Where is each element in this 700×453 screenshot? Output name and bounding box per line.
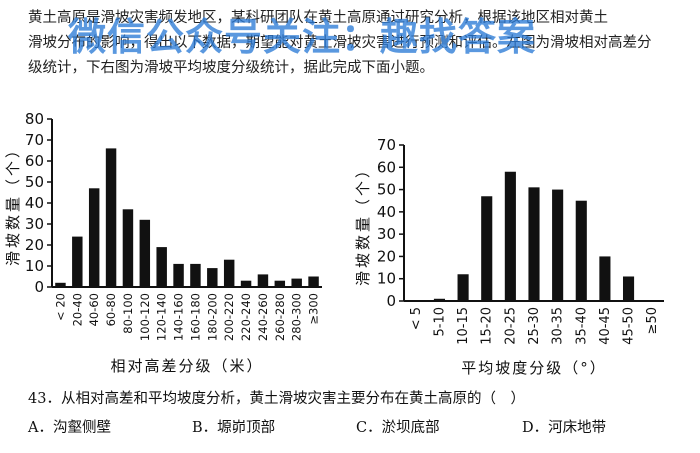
x-category-label: 40-60	[87, 293, 101, 326]
x-category-label: 35-40	[574, 307, 589, 345]
bar-1-1	[433, 298, 446, 301]
x-category-label: < 5	[409, 307, 424, 330]
watermark: 微信公众号关注：趣找答案	[68, 15, 537, 59]
intro-line-2: 滑坡分布的影响，得出以下数据，期望能对黄土滑坡灾害进行预测和评估。左图为滑坡相对…	[28, 35, 652, 51]
x-category-label: ≥50	[645, 307, 660, 334]
x-category-label: 15-20	[480, 307, 495, 345]
bar-0-3	[105, 148, 117, 287]
y-tick-label: 40	[25, 194, 44, 212]
x-category-label: 20-25	[503, 307, 518, 345]
bar-1-8	[599, 256, 611, 301]
x-category-label: < 20	[53, 293, 67, 321]
x-category-label: 220-240	[239, 293, 253, 341]
bar-0-13	[274, 280, 286, 287]
x-axis-title: 相对高差分级（米）	[110, 357, 263, 375]
y-tick-label: 10	[25, 257, 44, 275]
y-tick-label: 0	[386, 292, 396, 310]
x-category-label: 280-300	[290, 293, 304, 341]
question-stem: 43．从相对高差和平均坡度分析，黄土滑坡灾害主要分布在黄土高原的（ ）	[28, 391, 525, 407]
bar-1-3	[481, 196, 493, 301]
bar-1-9	[622, 276, 635, 301]
bar-0-0	[55, 282, 66, 287]
y-tick-label: 20	[25, 236, 44, 254]
option-d[interactable]: D．河床地带	[522, 420, 607, 436]
bar-0-11	[240, 280, 252, 287]
x-category-label: 25-30	[527, 307, 542, 345]
y-tick-label: 60	[377, 158, 396, 176]
option-a[interactable]: A．沟壑侧壁	[28, 420, 111, 436]
bar-0-9	[207, 268, 218, 287]
y-tick-label: 30	[25, 215, 44, 233]
x-category-label: 5-10	[432, 307, 447, 337]
x-category-label: 20-40	[70, 293, 84, 326]
bar-1-4	[504, 171, 516, 301]
y-tick-label: 80	[25, 110, 44, 128]
option-b[interactable]: B．塬峁顶部	[192, 420, 276, 436]
x-category-label: 60-80	[104, 293, 118, 326]
y-tick-label: 0	[34, 278, 44, 296]
bar-0-15	[308, 276, 319, 287]
y-tick-label: 50	[25, 173, 44, 191]
x-category-label: 40-45	[598, 307, 613, 345]
y-tick-label: 40	[377, 203, 396, 221]
y-tick-label: 70	[25, 131, 44, 149]
x-category-label: 160-180	[188, 293, 202, 341]
bar-1-7	[575, 200, 587, 301]
x-category-label: 45-50	[622, 307, 637, 345]
x-category-label: ≥300	[307, 293, 321, 325]
x-category-label: 200-220	[222, 293, 236, 341]
bar-0-12	[257, 274, 269, 287]
intro-text: 黄土高原是滑坡灾害频发地区，某科研团队在黄土高原通过研究分析，根据该地区相对黄土…	[28, 6, 696, 81]
x-category-label: 30-35	[551, 307, 566, 345]
bar-1-6	[552, 189, 564, 301]
intro-line-1: 黄土高原是滑坡灾害频发地区，某科研团队在黄土高原通过研究分析，根据该地区相对黄土	[28, 10, 608, 26]
y-tick-label: 10	[377, 270, 396, 288]
y-tick-label: 70	[377, 136, 396, 154]
x-axis-title: 平均坡度分级（°）	[461, 359, 607, 377]
x-category-label: 260-280	[273, 293, 287, 341]
x-category-label: 100-120	[138, 293, 152, 341]
option-c[interactable]: C．淤坝底部	[356, 420, 440, 436]
intro-line-3: 级统计，下右图为滑坡平均坡度分级统计，据此完成下面小题。	[28, 60, 434, 76]
bar-0-8	[190, 263, 201, 287]
x-category-label: 120-140	[155, 293, 169, 341]
bar-0-2	[88, 188, 100, 287]
x-category-label: 140-160	[172, 293, 186, 341]
y-tick-label: 20	[377, 247, 396, 265]
bar-0-1	[72, 236, 83, 287]
x-category-label: 180-200	[205, 293, 219, 341]
bar-0-4	[122, 209, 134, 287]
x-category-label: 80-100	[121, 293, 135, 334]
slope-grade-chart: 0 10 20 30 40 50 60 70 < 5 5-10 10-15 15-20 20-25 25-…	[354, 136, 664, 377]
y-tick-label: 50	[377, 181, 396, 199]
y-tick-label: 30	[377, 225, 396, 243]
y-axis-title: 滑坡数量（个）	[4, 140, 22, 266]
x-category-label: 10-15	[456, 307, 471, 345]
relative-height-chart: 0 10 20 30 40 50 60 70 80 < 20 20-40 40-60 60-80 80-1…	[4, 110, 322, 375]
bar-0-6	[156, 247, 167, 287]
bar-1-2	[457, 274, 469, 301]
bar-0-10	[223, 259, 235, 287]
y-axis-title: 滑坡数量（个）	[354, 160, 372, 286]
bar-0-14	[291, 278, 302, 287]
y-tick-label: 60	[25, 152, 44, 170]
x-category-label: 240-260	[256, 293, 270, 341]
bar-1-5	[528, 187, 540, 301]
bar-0-7	[173, 263, 184, 287]
bar-0-5	[139, 219, 151, 287]
